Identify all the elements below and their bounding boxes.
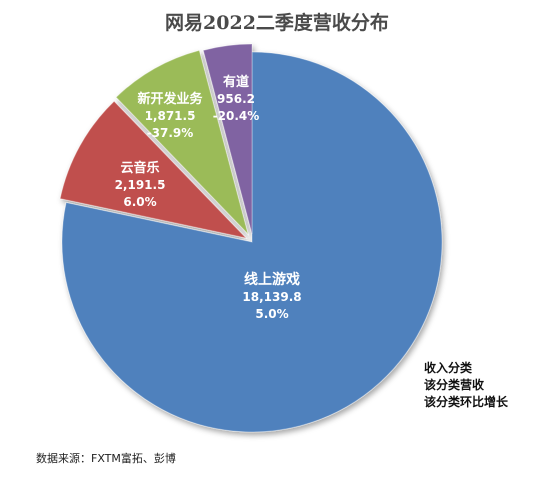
slice-online-games-name-label: 线上游戏 [244,271,300,288]
legend-line-category: 收入分类 [424,361,473,375]
slice-youdao-value-label: 956.2 [217,92,255,106]
slice-online-games [61,51,443,433]
chart-title: 网易2022二季度营收分布 [165,12,389,34]
slice-online-games-growth-label: 5.0% [255,307,288,321]
slice-innovative-name-label: 新开发业务 [137,91,203,107]
slice-cloud-music-growth-label: 6.0% [123,195,156,209]
slice-cloud-music [59,100,248,239]
legend-line-revenue: 该分类营收 [424,378,485,392]
pie-labels: 线上游戏 18,139.8 5.0% 云音乐 2,191.5 6.0% 新开发业务 1,871… [115,74,302,321]
slice-youdao [202,43,253,235]
slice-cloud-music-value-label: 2,191.5 [115,178,166,192]
slice-innovative-value-label: 1,871.5 [145,109,196,123]
slice-cloud-music-name-label: 云音乐 [120,160,159,176]
slice-online-games-value-label: 18,139.8 [242,290,301,304]
slice-innovative-growth-label: -37.9% [147,126,194,140]
slice-youdao-name-label: 有道 [223,74,249,90]
slice-innovative [115,49,249,236]
source-note: 数据来源：FXTM富拓、彭博 [36,452,176,465]
pie-slices [59,43,443,433]
slice-youdao-growth-label: -20.4% [213,109,260,123]
legend-line-growth: 该分类环比增长 [424,395,509,409]
